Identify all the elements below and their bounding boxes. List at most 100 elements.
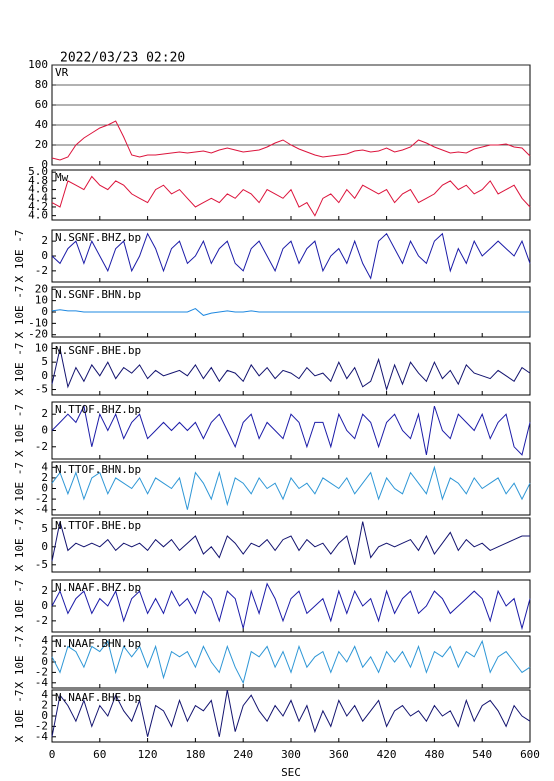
panel-frame: [51, 342, 531, 396]
series-line: [51, 348, 531, 392]
y-axis-label: X 10E -7: [13, 404, 26, 457]
y-tick-label: -2: [35, 492, 48, 505]
y-axis-label: X 10E -7: [13, 286, 26, 339]
y-tick-label: 60: [35, 98, 48, 111]
y-axis-label: X 10E -7: [13, 580, 26, 633]
y-axis-label: X 10E -7: [13, 230, 26, 283]
series-line: [51, 521, 530, 565]
x-axis-label: SEC: [281, 766, 301, 779]
panel-title: N.SGNF.BHZ.bp: [55, 231, 141, 244]
x-tick-label: 0: [49, 748, 56, 761]
y-tick-label: -2: [35, 614, 48, 627]
y-axis-label: X 10E -7: [13, 519, 26, 572]
panel-title: Mw: [55, 171, 69, 184]
x-tick-label: 60: [93, 748, 106, 761]
panel-title: VR: [55, 66, 69, 79]
x-tick-label: 300: [281, 748, 301, 761]
y-tick-label: 0: [41, 305, 48, 318]
y-tick-label: 0: [41, 158, 48, 171]
y-tick-label: -4: [35, 503, 49, 516]
y-tick-label: 4.6: [28, 183, 48, 196]
panel-frame: [51, 401, 531, 460]
panel-title: N.TTOF.BHN.bp: [55, 463, 141, 476]
x-tick-label: 180: [185, 748, 205, 761]
y-tick-label: 2: [41, 699, 48, 712]
y-tick-label: 0: [41, 249, 48, 262]
panel-frame: [51, 517, 531, 573]
y-tick-label: -5: [35, 558, 48, 571]
y-tick-label: 2: [41, 645, 48, 658]
y-tick-label: 4.4: [28, 191, 48, 204]
y-tick-label: 4: [41, 634, 48, 647]
y-tick-label: 20: [35, 138, 48, 151]
y-tick-label: -2: [35, 440, 48, 453]
panel-frame: [51, 635, 531, 689]
y-tick-label: 0: [41, 369, 48, 382]
y-axis-label: X 10E -7: [13, 462, 26, 515]
y-tick-label: -5: [35, 383, 48, 396]
x-tick-label: 480: [424, 748, 444, 761]
y-axis-label: X 10E -7: [13, 636, 26, 689]
series-line: [51, 232, 531, 280]
series-line: [51, 308, 530, 316]
y-axis-label: X 10E -7: [13, 690, 26, 743]
x-tick-label: 120: [138, 748, 158, 761]
y-tick-label: -2: [35, 719, 48, 732]
y-tick-label: 2: [41, 234, 48, 247]
y-tick-label: 0: [41, 424, 48, 437]
x-tick-label: 540: [472, 748, 492, 761]
panel-title: N.TTOF.BHZ.bp: [55, 403, 141, 416]
y-tick-label: 5.0: [28, 165, 48, 178]
y-tick-label: 0: [41, 599, 48, 612]
panel-title: N.SGNF.BHE.bp: [55, 344, 141, 357]
chart-title: 2022/03/23 02:20: [60, 51, 185, 66]
x-tick-label: 600: [520, 748, 540, 761]
y-tick-label: -10: [28, 316, 48, 329]
series-line: [51, 404, 531, 456]
panel-title: N.SGNF.BHN.bp: [55, 288, 141, 301]
x-tick-label: 360: [329, 748, 349, 761]
y-tick-label: 0: [41, 709, 48, 722]
y-tick-label: 0: [41, 655, 48, 668]
y-tick-label: 4.8: [28, 174, 48, 187]
y-tick-label: 4: [41, 460, 48, 473]
y-tick-label: 100: [28, 58, 48, 71]
panel-title: N.NAAF.BHN.bp: [55, 637, 141, 650]
y-tick-label: 4: [41, 688, 48, 701]
series-line: [51, 465, 531, 510]
series-line: [51, 175, 531, 217]
series-line: [51, 689, 531, 737]
y-tick-label: -4: [35, 676, 49, 689]
y-tick-label: -2: [35, 665, 48, 678]
series-line: [51, 120, 531, 161]
x-tick-label: 420: [377, 748, 397, 761]
y-tick-label: -20: [28, 328, 48, 341]
series-line: [51, 582, 531, 631]
y-tick-label: -4: [35, 730, 49, 743]
y-tick-label: 5: [41, 522, 48, 535]
panel-frame: [51, 229, 531, 283]
series-line: [51, 639, 531, 685]
panel-frame: [51, 579, 531, 633]
x-tick-label: 240: [233, 748, 253, 761]
panel-frame: [51, 64, 531, 166]
y-tick-label: 20: [35, 282, 48, 295]
y-tick-label: -2: [35, 264, 48, 277]
y-tick-label: 10: [35, 294, 48, 307]
y-tick-label: 40: [35, 118, 48, 131]
y-tick-label: 2: [41, 407, 48, 420]
y-tick-label: 0: [41, 540, 48, 553]
y-tick-label: 2: [41, 471, 48, 484]
y-tick-label: 2: [41, 584, 48, 597]
panel-frame: [51, 169, 531, 221]
y-tick-label: 10: [35, 341, 48, 354]
panel-title: N.NAAF.BHZ.bp: [55, 581, 141, 594]
y-tick-label: 0: [41, 482, 48, 495]
panel-title: N.NAAF.BHE.bp: [55, 691, 141, 704]
y-tick-label: 4.2: [28, 200, 48, 213]
y-tick-label: 4.0: [28, 209, 48, 222]
y-tick-label: 5: [41, 355, 48, 368]
panel-title: N.TTOF.BHE.bp: [55, 519, 141, 532]
y-axis-label: X 10E -7: [13, 343, 26, 396]
